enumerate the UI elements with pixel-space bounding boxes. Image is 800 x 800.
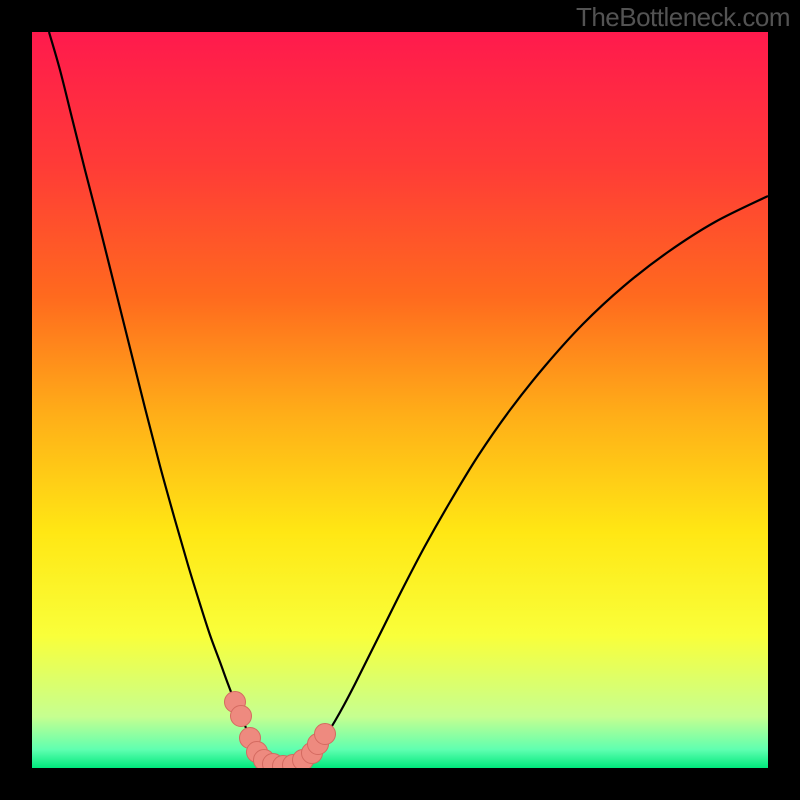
curve-marker — [315, 724, 336, 745]
curve-marker — [231, 706, 252, 727]
watermark-label: TheBottleneck.com — [576, 2, 790, 33]
chart-stage: TheBottleneck.com — [0, 0, 800, 800]
chart-svg — [0, 0, 800, 800]
